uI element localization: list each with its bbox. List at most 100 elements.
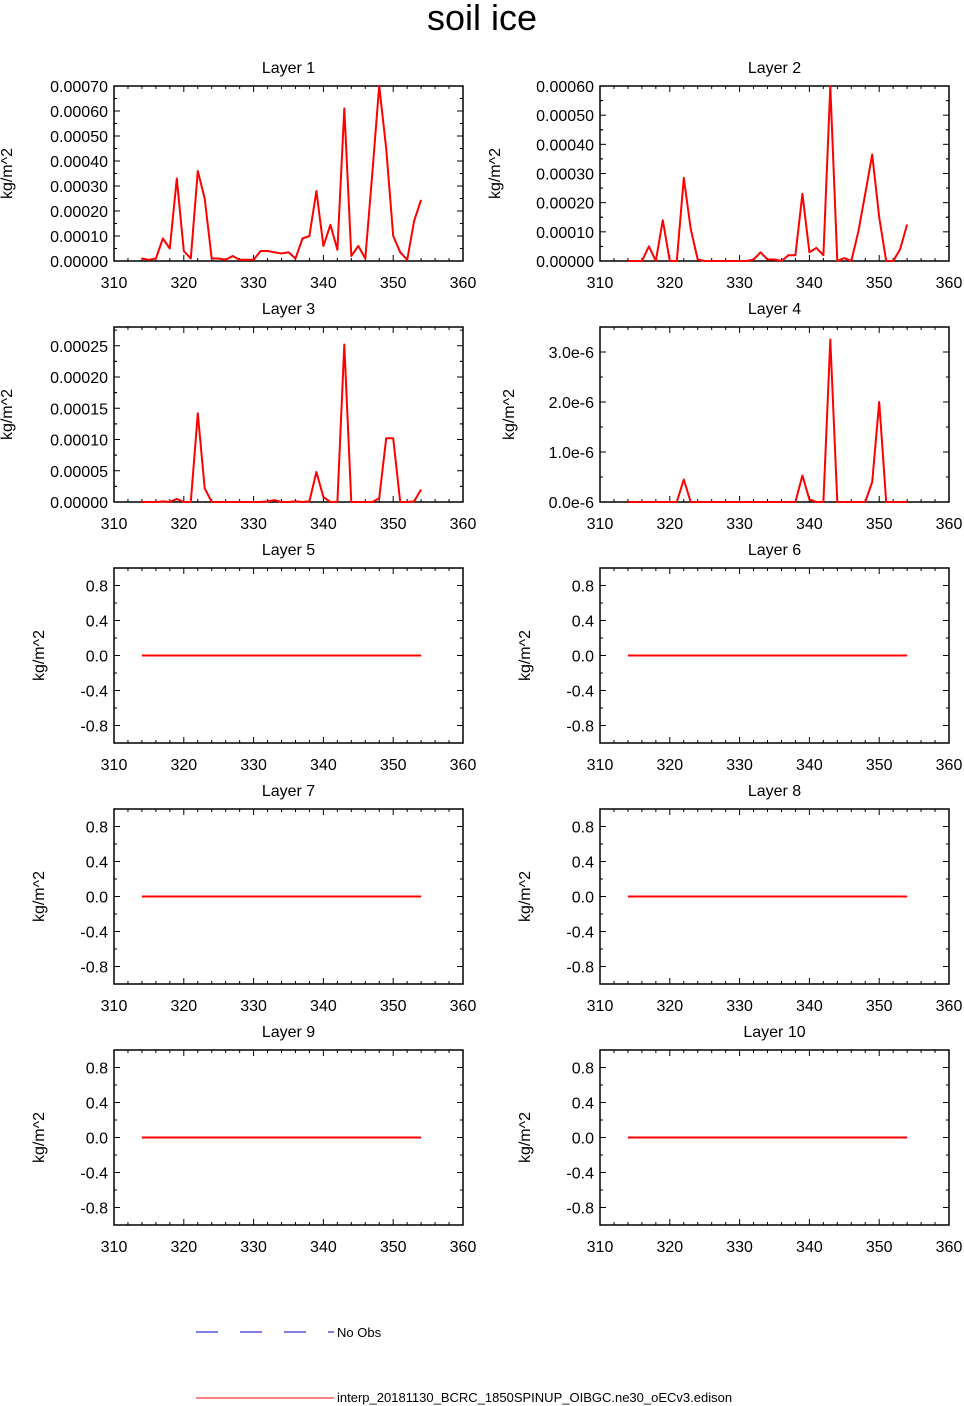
- x-tick-label: 330: [240, 998, 267, 1015]
- y-tick-label: 0.8: [86, 820, 108, 837]
- series-line: [627, 85, 909, 262]
- x-tick-label: 330: [726, 757, 753, 774]
- panel-layer-2: Layer 2 310 320 330 340 350 360 0.00000 0.00010 0…: [487, 60, 962, 292]
- x-tick-label: 310: [101, 757, 128, 774]
- y-tick-label: 0.00020: [536, 196, 594, 213]
- x-tick-label: 340: [310, 275, 337, 292]
- y-tick-label: 0.00000: [536, 254, 594, 271]
- x-tick-label: 360: [936, 757, 963, 774]
- plot-frame: [599, 85, 950, 262]
- x-tick-label: 330: [240, 275, 267, 292]
- legend-model-label: interp_20181130_BCRC_1850SPINUP_OIBGC.ne…: [337, 1390, 732, 1405]
- x-tick-label: 330: [240, 1239, 267, 1256]
- x-tick-label: 310: [101, 516, 128, 533]
- y-tick-label: -0.4: [566, 1166, 594, 1183]
- panel-title: Layer 3: [262, 301, 315, 318]
- series-line: [141, 85, 423, 261]
- y-axis-label: kg/m^2: [0, 148, 16, 199]
- x-tick-label: 360: [936, 998, 963, 1015]
- y-tick-label: 0.4: [86, 614, 108, 631]
- x-tick-label: 330: [726, 998, 753, 1015]
- x-tick-label: 340: [796, 757, 823, 774]
- x-tick-label: 360: [450, 998, 477, 1015]
- panel-layer-5: Layer 5 310 320 330 340 350 360 -0.8 -0.4 0.0 0.4 0…: [31, 542, 476, 774]
- y-axis-label: kg/m^2: [31, 1112, 48, 1163]
- y-tick-label: 0.0e-6: [549, 495, 594, 512]
- y-tick-label: 0.00000: [50, 495, 108, 512]
- x-tick-label: 340: [310, 757, 337, 774]
- x-tick-label: 350: [866, 998, 893, 1015]
- y-tick-label: 0.0: [572, 649, 594, 666]
- y-tick-label: 0.8: [86, 579, 108, 596]
- legend: No Obs interp_20181130_BCRC_1850SPINUP_O…: [196, 1325, 732, 1405]
- panels: Layer 1 310 320 330 340 350 360 0.00000 0.00010 0…: [0, 60, 962, 1256]
- y-tick-label: 0.00040: [50, 154, 108, 171]
- panel-layer-8: Layer 8 310 320 330 340 350 360 -0.8 -0.4 0.0 0.4 0…: [517, 783, 962, 1015]
- x-tick-label: 360: [450, 516, 477, 533]
- y-tick-label: -0.4: [80, 925, 108, 942]
- panel-layer-1: Layer 1 310 320 330 340 350 360 0.00000 0.00010 0…: [0, 60, 476, 292]
- y-tick-label: 0.8: [86, 1061, 108, 1078]
- x-tick-label: 340: [310, 516, 337, 533]
- y-tick-label: 0.00010: [536, 225, 594, 242]
- y-tick-label: 0.00050: [536, 108, 594, 125]
- y-axis-label: kg/m^2: [487, 148, 504, 199]
- y-tick-label: -0.8: [80, 1201, 108, 1218]
- y-tick-label: 0.00020: [50, 204, 108, 221]
- panel-layer-4: Layer 4 310 320 330 340 350 360 0.0e-6 1.0e-6 2.0…: [501, 301, 962, 533]
- x-tick-label: 310: [101, 275, 128, 292]
- y-axis-label: kg/m^2: [31, 630, 48, 681]
- y-tick-label: 0.8: [572, 820, 594, 837]
- x-tick-label: 320: [170, 757, 197, 774]
- y-tick-label: 0.4: [86, 855, 108, 872]
- x-tick-label: 320: [656, 757, 683, 774]
- legend-obs-label: No Obs: [337, 1325, 382, 1340]
- x-tick-label: 330: [240, 516, 267, 533]
- x-tick-label: 340: [310, 1239, 337, 1256]
- y-tick-label: -0.4: [566, 684, 594, 701]
- y-tick-label: -0.8: [80, 719, 108, 736]
- panel-layer-9: Layer 9 310 320 330 340 350 360 -0.8 -0.4 0.0 0.4 0…: [31, 1024, 476, 1256]
- y-tick-label: 0.00015: [50, 401, 108, 418]
- x-tick-label: 320: [170, 516, 197, 533]
- y-tick-label: 1.0e-6: [549, 445, 594, 462]
- y-tick-label: 2.0e-6: [549, 395, 594, 412]
- panel-layer-3: Layer 3 310 320 330 340 350 360 0.00000 0.00005 0…: [0, 301, 476, 533]
- y-tick-label: 0.00070: [50, 79, 108, 96]
- y-tick-label: -0.4: [80, 1166, 108, 1183]
- x-tick-label: 310: [587, 998, 614, 1015]
- x-tick-label: 330: [240, 757, 267, 774]
- y-tick-label: -0.8: [80, 960, 108, 977]
- y-tick-label: 0.0: [86, 890, 108, 907]
- panel-layer-6: Layer 6 310 320 330 340 350 360 -0.8 -0.4 0.0 0.4 0…: [517, 542, 962, 774]
- panel-title: Layer 2: [748, 60, 801, 77]
- y-tick-label: -0.8: [566, 1201, 594, 1218]
- x-tick-label: 350: [380, 516, 407, 533]
- x-tick-label: 350: [866, 275, 893, 292]
- x-tick-label: 350: [380, 757, 407, 774]
- x-tick-label: 310: [587, 1239, 614, 1256]
- x-tick-label: 340: [310, 998, 337, 1015]
- panel-title: Layer 9: [262, 1024, 315, 1041]
- x-tick-label: 340: [796, 998, 823, 1015]
- y-axis-label: kg/m^2: [501, 389, 518, 440]
- panel-title: Layer 5: [262, 542, 315, 559]
- panel-title: Layer 8: [748, 783, 801, 800]
- x-tick-label: 330: [726, 516, 753, 533]
- y-tick-label: 0.0: [572, 890, 594, 907]
- plot-frame: [113, 326, 464, 503]
- x-tick-label: 330: [726, 1239, 753, 1256]
- x-tick-label: 360: [936, 1239, 963, 1256]
- y-tick-label: 0.00010: [50, 433, 108, 450]
- y-tick-label: 3.0e-6: [549, 345, 594, 362]
- y-tick-label: 0.00005: [50, 464, 108, 481]
- y-tick-label: -0.4: [80, 684, 108, 701]
- y-tick-label: -0.8: [566, 719, 594, 736]
- x-tick-label: 310: [587, 516, 614, 533]
- series-line: [627, 338, 908, 503]
- y-tick-label: 0.00025: [50, 339, 108, 356]
- y-tick-label: 0.00000: [50, 254, 108, 271]
- x-tick-label: 360: [450, 1239, 477, 1256]
- y-tick-label: 0.00020: [50, 370, 108, 387]
- panel-title: Layer 10: [743, 1024, 805, 1041]
